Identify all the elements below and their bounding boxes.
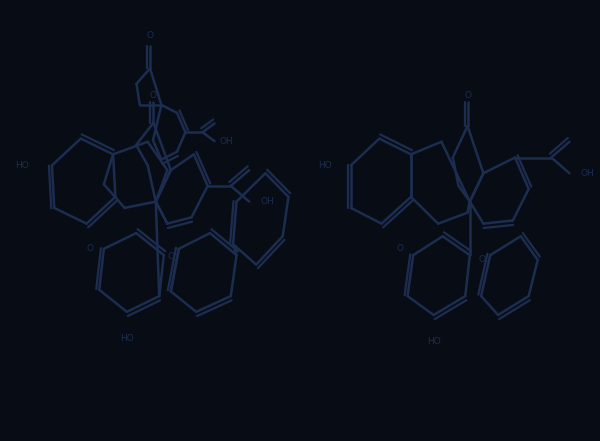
Text: O: O bbox=[464, 91, 471, 101]
Text: OH: OH bbox=[219, 137, 233, 146]
Text: O: O bbox=[479, 255, 486, 264]
Text: HO: HO bbox=[318, 161, 332, 170]
Text: OH: OH bbox=[581, 169, 595, 178]
Text: O: O bbox=[150, 91, 157, 101]
Text: HO: HO bbox=[15, 161, 29, 170]
Text: O: O bbox=[146, 31, 154, 40]
Text: OH: OH bbox=[261, 197, 275, 206]
Text: O: O bbox=[86, 244, 94, 253]
Text: O: O bbox=[167, 252, 174, 261]
Text: HO: HO bbox=[427, 337, 440, 346]
Text: O: O bbox=[396, 244, 403, 253]
Text: HO: HO bbox=[120, 334, 134, 343]
